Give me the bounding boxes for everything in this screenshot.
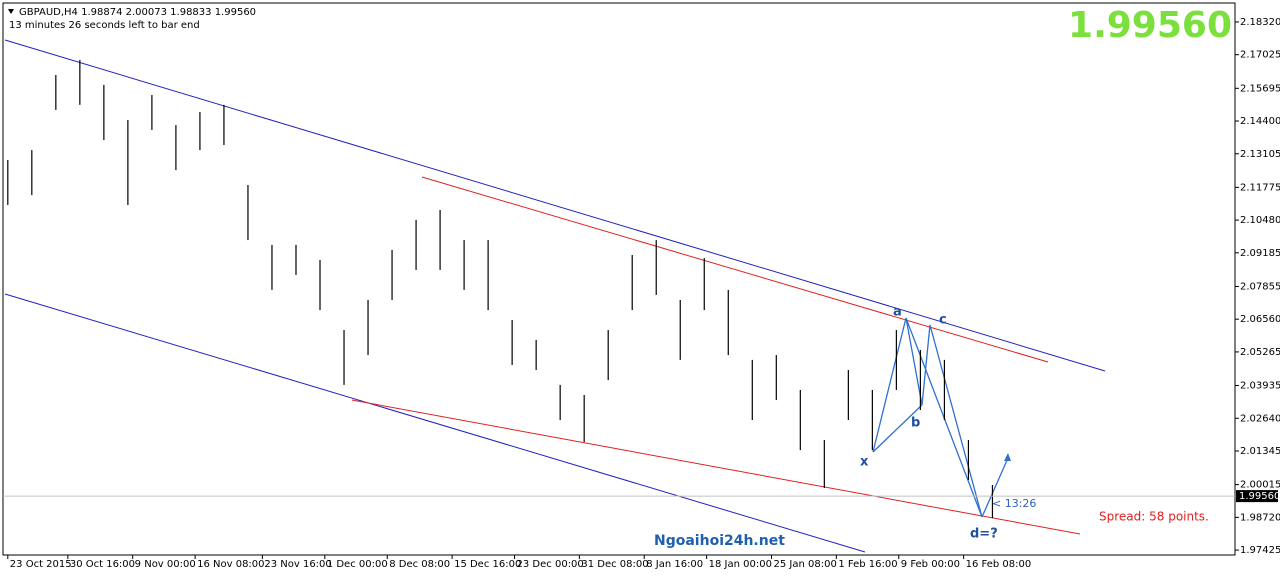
x-tick-label: 25 Jan 08:00 [773, 559, 836, 570]
x-tick-label: 9 Feb 00:00 [901, 559, 960, 570]
menu-arrow [8, 9, 14, 14]
y-tick-label: 2.18320 [1240, 17, 1280, 28]
bar-timer: < 13:26 [992, 497, 1036, 510]
y-tick-label: 2.03935 [1240, 381, 1280, 392]
x-tick-label: 1 Feb 16:00 [838, 559, 897, 570]
plot-frame [2, 2, 1236, 556]
y-tick-label: 1.97425 [1240, 545, 1280, 556]
channel-line [4, 39, 1106, 372]
wave-label: x [860, 455, 869, 470]
x-tick-label: 16 Nov 08:00 [197, 559, 264, 570]
wave-label: b [911, 416, 920, 431]
symbol-header: GBPAUD,H4 1.98874 2.00073 1.98833 1.9956… [19, 7, 256, 18]
projection-arrow [981, 457, 1009, 518]
x-tick-label: 23 Nov 16:00 [264, 559, 331, 570]
y-tick-label: 2.13105 [1240, 149, 1280, 160]
arrow-head [1004, 453, 1011, 461]
x-tick-label: 1 Dec 00:00 [327, 559, 388, 570]
x-tick-label: 23 Dec 00:00 [517, 559, 584, 570]
spread-label: Spread: 58 points. [1099, 510, 1209, 524]
x-tick-label: 31 Dec 08:00 [581, 559, 648, 570]
trend-line [351, 399, 1081, 535]
y-tick-label: 2.06560 [1240, 314, 1280, 325]
y-tick-label: 2.10480 [1240, 215, 1280, 226]
x-tick-label: 15 Dec 16:00 [454, 559, 521, 570]
big-price: 1.99560 [1068, 5, 1232, 46]
wave-label: a [893, 305, 902, 320]
x-tick-label: 9 Nov 00:00 [135, 559, 196, 570]
y-tick-label: 1.98720 [1240, 512, 1280, 523]
y-tick-label: 2.07855 [1240, 281, 1280, 292]
x-tick-label: 8 Jan 16:00 [646, 559, 703, 570]
watermark: Ngoaihoi24h.net [654, 533, 785, 549]
channel-line [4, 293, 866, 553]
x-tick-label: 30 Oct 16:00 [70, 559, 135, 570]
x-tick-label: 18 Jan 00:00 [709, 559, 772, 570]
y-tick-label: 2.14400 [1240, 116, 1280, 127]
wave-label: d=? [970, 527, 998, 542]
y-tick-label: 2.17025 [1240, 50, 1280, 61]
y-tick-label: 2.11775 [1240, 182, 1280, 193]
last-price-box [1236, 490, 1278, 503]
pattern-line [872, 404, 923, 453]
last-price-label: 1.99560 [1239, 491, 1280, 502]
y-tick-label: 2.09185 [1240, 248, 1280, 259]
y-tick-label: 2.01345 [1240, 446, 1280, 457]
wave-label: c [939, 313, 947, 328]
y-tick-label: 2.15695 [1240, 83, 1280, 94]
countdown: 13 minutes 26 seconds left to bar end [9, 20, 200, 31]
y-tick-label: 2.00015 [1240, 480, 1280, 491]
x-tick-label: 16 Feb 08:00 [966, 559, 1032, 570]
x-tick-label: 8 Dec 08:00 [389, 559, 450, 570]
trend-line [421, 176, 1049, 363]
x-tick-label: 23 Oct 2015 [10, 559, 72, 570]
y-tick-label: 2.05265 [1240, 347, 1280, 358]
y-tick-label: 2.02640 [1240, 413, 1280, 424]
